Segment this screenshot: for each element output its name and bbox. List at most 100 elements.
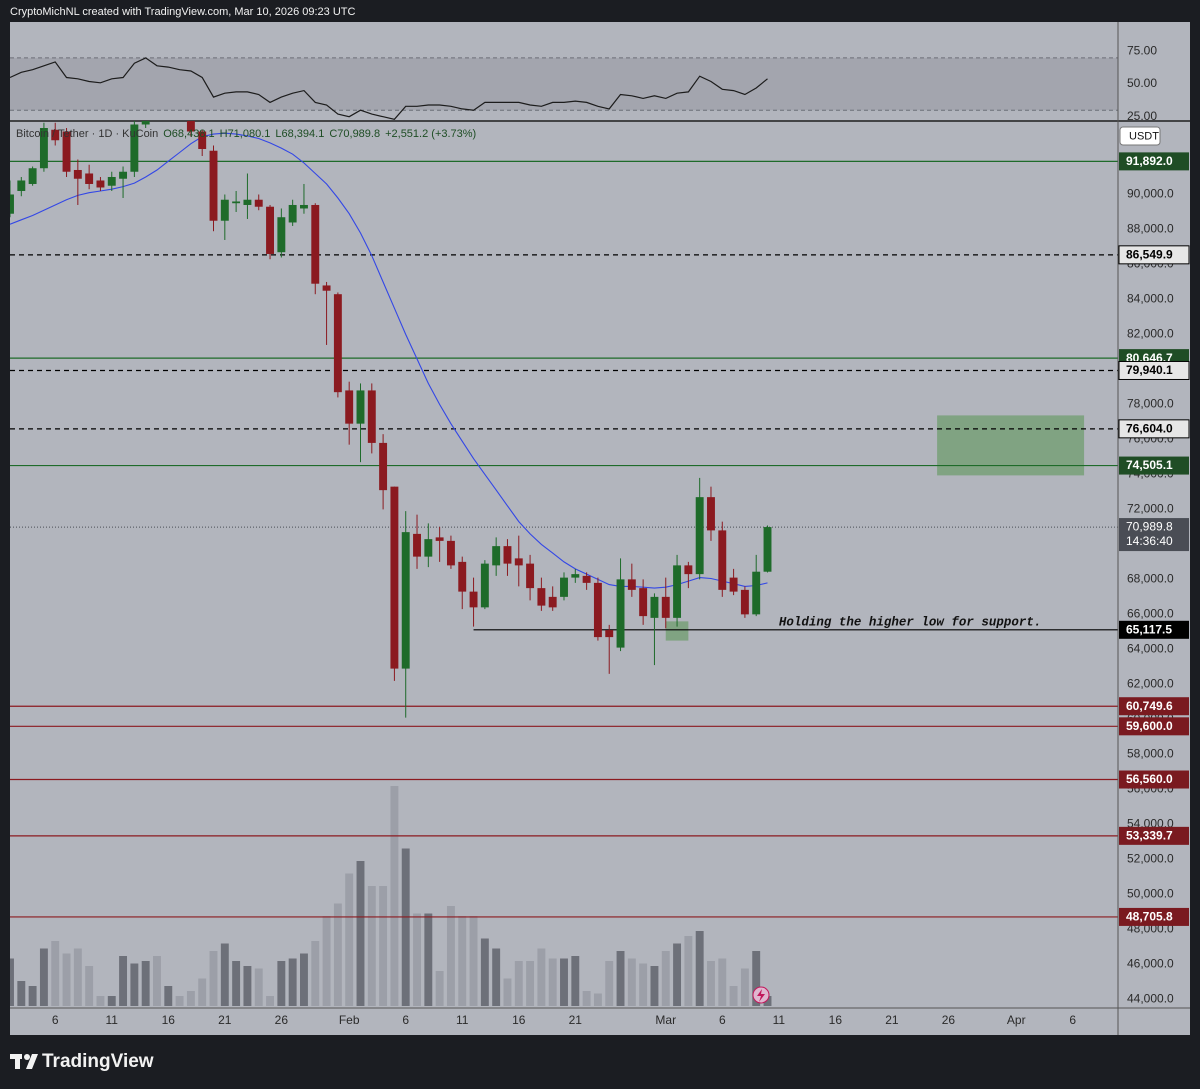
candle-body bbox=[752, 571, 761, 615]
zone bbox=[937, 415, 1085, 476]
level-label-box bbox=[1119, 152, 1189, 171]
volume-bar bbox=[424, 913, 433, 1006]
level-label-box bbox=[1119, 717, 1189, 736]
rsi-band bbox=[10, 57, 1118, 111]
y-tick-label: 82,000.0 bbox=[1127, 327, 1174, 341]
volume-bar bbox=[729, 986, 738, 1006]
volume-bar bbox=[288, 958, 297, 1006]
volume-bar bbox=[356, 861, 365, 1006]
y-tick-label: 84,000.0 bbox=[1127, 292, 1174, 306]
legend: Bitcoin / Tether · 1D · KuCoin O68,438.1 H… bbox=[16, 128, 476, 140]
level-label: 65,117.5 bbox=[1126, 622, 1172, 636]
price-pane: Holding the higher low for support. Bitco… bbox=[10, 121, 1118, 1006]
level-label-box bbox=[1118, 419, 1190, 439]
candle-body bbox=[492, 546, 501, 566]
volume-bar bbox=[390, 786, 399, 1006]
candle-body bbox=[28, 168, 37, 184]
volume-bar bbox=[232, 961, 241, 1006]
candle-body bbox=[740, 589, 749, 615]
candle-body bbox=[356, 390, 365, 424]
y-tick-label: 50,000.0 bbox=[1127, 886, 1174, 900]
x-tick-label: Mar bbox=[655, 1013, 676, 1027]
candle-body bbox=[605, 630, 614, 638]
logo: TradingView bbox=[10, 1051, 154, 1072]
y-tick-label: 88,000.0 bbox=[1127, 222, 1174, 236]
level-label-box bbox=[1119, 907, 1189, 926]
volume-bar bbox=[413, 913, 421, 1006]
volume-bar bbox=[446, 906, 455, 1006]
last-price-label: 70,989.8 bbox=[1126, 520, 1173, 534]
level-label-box bbox=[1119, 826, 1189, 845]
volume-bar bbox=[707, 961, 715, 1006]
x-tick-label: 16 bbox=[829, 1013, 843, 1027]
candle-body bbox=[548, 596, 557, 608]
candle-body bbox=[571, 574, 580, 578]
volume-bar bbox=[164, 986, 173, 1006]
level-label: 60,749.6 bbox=[1126, 699, 1173, 713]
volume-bar bbox=[198, 978, 207, 1006]
candle-body bbox=[673, 565, 682, 618]
volume-bar bbox=[220, 943, 229, 1006]
level-label: 79,940.1 bbox=[1126, 363, 1173, 377]
level-label: 86,549.9 bbox=[1126, 248, 1173, 262]
volume-bar bbox=[661, 951, 670, 1006]
volume-bar bbox=[616, 951, 625, 1006]
volume-bar bbox=[763, 996, 772, 1006]
y-tick-label: 64,000.0 bbox=[1127, 642, 1174, 656]
candle-body bbox=[379, 442, 388, 491]
candle-body bbox=[537, 588, 546, 606]
level-label: 53,339.7 bbox=[1126, 829, 1173, 843]
logo-text: TradingView bbox=[42, 1051, 154, 1072]
volume-bar bbox=[277, 961, 286, 1006]
legend-value: H71,080.1 bbox=[220, 128, 271, 140]
last-price-box bbox=[1119, 518, 1189, 552]
x-tick-label: 6 bbox=[719, 1013, 726, 1027]
volume-bar bbox=[175, 996, 184, 1006]
candle-body bbox=[650, 596, 659, 618]
logo-mark bbox=[24, 1054, 30, 1060]
volume-bar bbox=[186, 991, 195, 1006]
volume-bar bbox=[243, 966, 252, 1006]
volume-bar bbox=[85, 966, 94, 1006]
volume-bar bbox=[322, 916, 331, 1006]
volume-bar bbox=[130, 963, 139, 1006]
legend-value: O68,438.1 bbox=[163, 128, 214, 140]
level-label-box bbox=[1119, 697, 1189, 716]
volume-bar bbox=[752, 951, 761, 1006]
volume-bar bbox=[435, 971, 444, 1006]
level-label-box bbox=[1118, 245, 1190, 265]
x-tick-label: 21 bbox=[569, 1013, 583, 1027]
candle-body bbox=[424, 539, 433, 557]
event-bolt bbox=[757, 989, 765, 1002]
y-tick-label: 66,000.0 bbox=[1127, 607, 1174, 621]
rsi-tick-label: 75.00 bbox=[1127, 44, 1157, 58]
volume-bar bbox=[514, 961, 523, 1006]
x-tick-label: Feb bbox=[339, 1013, 360, 1027]
candle-body bbox=[616, 579, 625, 648]
volume-bar bbox=[740, 968, 749, 1006]
volume-bar bbox=[582, 991, 591, 1006]
candle-body bbox=[130, 124, 139, 172]
volume-bar bbox=[333, 903, 342, 1006]
logo-mark bbox=[26, 1054, 38, 1069]
volume-bar bbox=[492, 948, 501, 1006]
candle-body bbox=[186, 121, 195, 132]
x-tick-label: 11 bbox=[773, 1013, 786, 1027]
candle-body bbox=[333, 294, 342, 393]
candle-body bbox=[300, 204, 308, 209]
volume-bar bbox=[401, 848, 410, 1006]
candle-body bbox=[311, 204, 320, 284]
volume-bar bbox=[107, 996, 116, 1006]
candle-body bbox=[763, 527, 772, 572]
rsi-line bbox=[10, 57, 768, 120]
credit: CryptoMichNL created with TradingView.co… bbox=[10, 6, 355, 18]
candle-body bbox=[232, 201, 241, 204]
candle-body bbox=[277, 217, 286, 253]
candle-body bbox=[322, 285, 331, 291]
legend-value: C70,989.8 bbox=[329, 128, 380, 140]
candle-body bbox=[503, 546, 512, 564]
volume-bar bbox=[379, 886, 388, 1006]
volume-bar bbox=[480, 938, 489, 1006]
volume-bar bbox=[639, 963, 648, 1006]
